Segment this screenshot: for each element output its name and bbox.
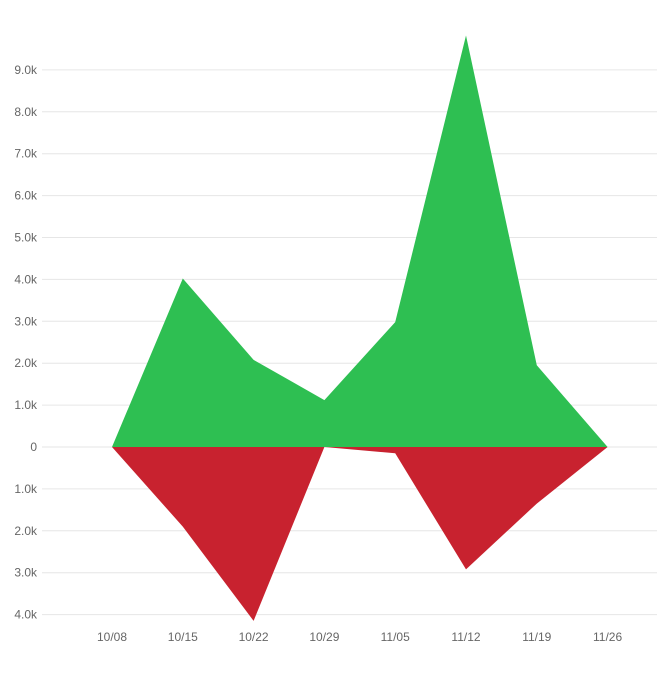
x-tick-label: 11/12: [451, 630, 480, 644]
y-tick-label: 2.0k: [14, 356, 38, 370]
y-tick-label: 9.0k: [14, 63, 38, 77]
x-tick-label: 10/08: [97, 630, 127, 644]
y-axis: 4.0k 3.0k 2.0k 1.0k 0 1.0k 2.0k 3.0k 4.0k 5.0k 6.0…: [14, 63, 38, 622]
y-tick-label: 1.0k: [14, 482, 38, 496]
y-tick-label: 2.0k: [14, 524, 38, 538]
y-tick-label: 3.0k: [14, 566, 38, 580]
y-tick-label: 0: [30, 440, 37, 454]
gridlines: [42, 69, 657, 616]
y-tick-label: 8.0k: [14, 105, 38, 119]
x-tick-label: 10/29: [309, 630, 339, 644]
y-tick-label: 3.0k: [14, 314, 38, 328]
y-tick-label: 4.0k: [14, 608, 38, 622]
x-tick-label: 10/15: [168, 630, 198, 644]
y-tick-label: 6.0k: [14, 189, 38, 203]
x-tick-label: 11/26: [593, 630, 622, 644]
x-tick-label: 10/22: [239, 630, 269, 644]
x-axis: 10/08 10/15 10/22 10/29 11/05 11/12 11/19 11/26: [97, 630, 623, 644]
chart-areas: [112, 35, 608, 621]
y-tick-label: 1.0k: [14, 398, 38, 412]
y-tick-label: 7.0k: [14, 147, 38, 161]
y-tick-label: 5.0k: [14, 231, 38, 245]
area-series-1: [112, 447, 608, 621]
x-tick-label: 11/05: [381, 630, 410, 644]
area-series-0: [112, 35, 608, 448]
y-tick-label: 4.0k: [14, 272, 38, 286]
x-tick-label: 11/19: [522, 630, 551, 644]
